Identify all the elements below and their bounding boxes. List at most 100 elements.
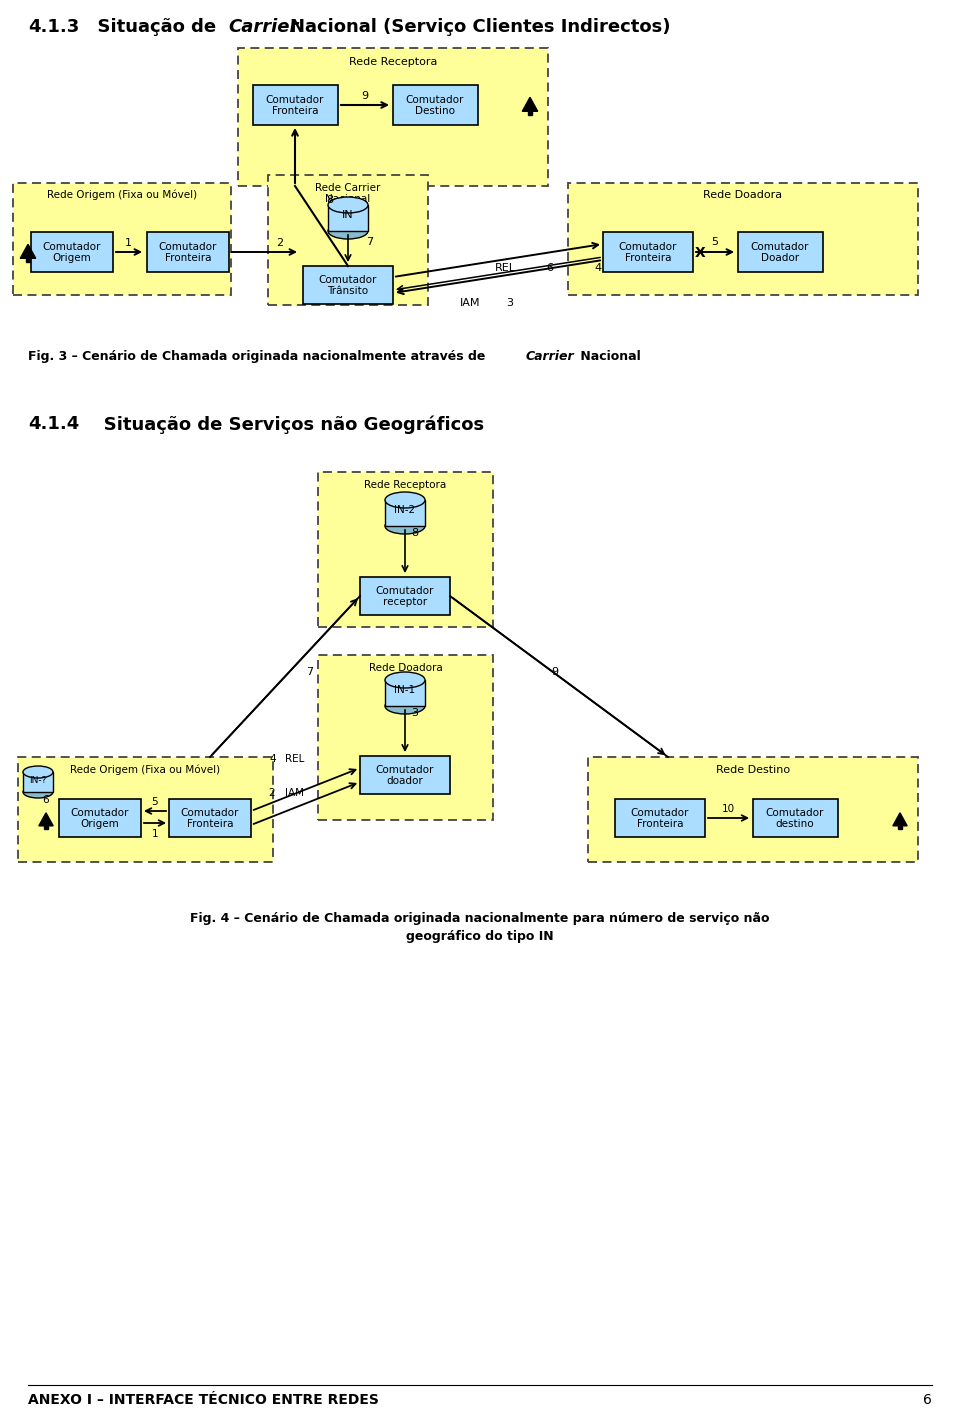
Text: Comutador: Comutador bbox=[375, 586, 434, 596]
Polygon shape bbox=[522, 98, 538, 112]
FancyBboxPatch shape bbox=[568, 183, 918, 294]
Text: 3: 3 bbox=[412, 708, 419, 717]
Text: 1: 1 bbox=[125, 238, 132, 248]
FancyBboxPatch shape bbox=[753, 799, 837, 838]
Text: Rede Doadora: Rede Doadora bbox=[704, 190, 782, 200]
FancyBboxPatch shape bbox=[252, 85, 338, 125]
Ellipse shape bbox=[385, 492, 425, 508]
Ellipse shape bbox=[23, 766, 53, 778]
FancyBboxPatch shape bbox=[318, 655, 493, 821]
Polygon shape bbox=[38, 812, 53, 826]
FancyBboxPatch shape bbox=[899, 826, 901, 829]
Text: IAM: IAM bbox=[460, 299, 480, 308]
Text: Comutador: Comutador bbox=[158, 242, 217, 252]
Text: Origem: Origem bbox=[81, 819, 119, 829]
Ellipse shape bbox=[328, 224, 368, 239]
FancyBboxPatch shape bbox=[147, 232, 229, 272]
Polygon shape bbox=[328, 205, 368, 231]
Text: geográfico do tipo IN: geográfico do tipo IN bbox=[406, 930, 554, 942]
Text: 1: 1 bbox=[152, 829, 158, 839]
Polygon shape bbox=[385, 499, 425, 526]
Text: Comutador: Comutador bbox=[180, 808, 239, 818]
Polygon shape bbox=[23, 773, 53, 792]
Text: 6: 6 bbox=[546, 263, 554, 273]
Text: IN-1: IN-1 bbox=[395, 685, 416, 695]
Text: Rede Origem (Fixa ou Móvel): Rede Origem (Fixa ou Móvel) bbox=[70, 764, 221, 775]
FancyBboxPatch shape bbox=[238, 48, 548, 185]
Text: Comutador: Comutador bbox=[266, 95, 324, 105]
FancyBboxPatch shape bbox=[268, 175, 428, 306]
Text: Comutador: Comutador bbox=[766, 808, 825, 818]
Ellipse shape bbox=[385, 672, 425, 688]
Text: REL: REL bbox=[494, 263, 516, 273]
Text: Fronteira: Fronteira bbox=[187, 819, 233, 829]
Text: Comutador: Comutador bbox=[631, 808, 689, 818]
Text: Nacional: Nacional bbox=[576, 350, 640, 364]
Ellipse shape bbox=[385, 518, 425, 533]
Text: 9: 9 bbox=[361, 91, 369, 100]
Text: Comutador: Comutador bbox=[71, 808, 130, 818]
FancyBboxPatch shape bbox=[318, 473, 493, 627]
Text: Comutador: Comutador bbox=[751, 242, 809, 252]
FancyBboxPatch shape bbox=[303, 266, 393, 304]
Text: Situação de Serviços não Geográficos: Situação de Serviços não Geográficos bbox=[85, 415, 484, 433]
Text: Nacional: Nacional bbox=[325, 194, 371, 204]
Text: Fronteira: Fronteira bbox=[272, 106, 319, 116]
Text: 9: 9 bbox=[551, 666, 559, 676]
Text: Rede Receptora: Rede Receptora bbox=[365, 480, 446, 490]
Text: REL: REL bbox=[285, 754, 304, 764]
Text: IN-2: IN-2 bbox=[395, 505, 416, 515]
Text: Fronteira: Fronteira bbox=[165, 253, 211, 263]
FancyBboxPatch shape bbox=[31, 232, 113, 272]
FancyBboxPatch shape bbox=[528, 112, 532, 115]
FancyBboxPatch shape bbox=[59, 799, 141, 838]
Text: ANEXO I – INTERFACE TÉCNICO ENTRE REDES: ANEXO I – INTERFACE TÉCNICO ENTRE REDES bbox=[28, 1392, 379, 1407]
FancyBboxPatch shape bbox=[13, 183, 231, 294]
Text: IAM: IAM bbox=[285, 788, 304, 798]
Ellipse shape bbox=[385, 698, 425, 715]
Ellipse shape bbox=[328, 197, 368, 214]
Text: 7: 7 bbox=[306, 666, 314, 676]
FancyBboxPatch shape bbox=[169, 799, 251, 838]
Text: Rede Receptora: Rede Receptora bbox=[348, 57, 437, 67]
Text: Rede Doadora: Rede Doadora bbox=[369, 664, 443, 674]
Text: Fronteira: Fronteira bbox=[625, 253, 671, 263]
Text: Fronteira: Fronteira bbox=[636, 819, 684, 829]
Text: 2: 2 bbox=[269, 788, 276, 798]
FancyBboxPatch shape bbox=[360, 756, 450, 794]
Text: 5: 5 bbox=[711, 236, 718, 248]
Text: 6: 6 bbox=[924, 1392, 932, 1407]
Text: receptor: receptor bbox=[383, 597, 427, 607]
FancyBboxPatch shape bbox=[360, 577, 450, 616]
FancyBboxPatch shape bbox=[737, 232, 823, 272]
Text: Comutador: Comutador bbox=[406, 95, 465, 105]
Ellipse shape bbox=[23, 785, 53, 798]
Text: 6: 6 bbox=[42, 795, 49, 805]
Text: Trânsito: Trânsito bbox=[327, 286, 369, 296]
Text: Comutador: Comutador bbox=[319, 275, 377, 284]
Text: Comutador: Comutador bbox=[619, 242, 677, 252]
Text: 8: 8 bbox=[412, 528, 419, 538]
Text: 4.1.3: 4.1.3 bbox=[28, 18, 80, 35]
Text: Rede Carrier: Rede Carrier bbox=[315, 183, 381, 192]
Text: destino: destino bbox=[776, 819, 814, 829]
Polygon shape bbox=[20, 245, 36, 259]
FancyBboxPatch shape bbox=[26, 259, 30, 262]
Text: Nacional (Serviço Clientes Indirectos): Nacional (Serviço Clientes Indirectos) bbox=[290, 18, 670, 35]
FancyBboxPatch shape bbox=[615, 799, 705, 838]
Text: 3: 3 bbox=[507, 299, 514, 308]
Polygon shape bbox=[385, 681, 425, 706]
Text: 8: 8 bbox=[326, 195, 333, 205]
FancyBboxPatch shape bbox=[588, 757, 918, 862]
Text: Origem: Origem bbox=[53, 253, 91, 263]
Polygon shape bbox=[893, 812, 907, 826]
Text: 4: 4 bbox=[594, 263, 602, 273]
Text: Destino: Destino bbox=[415, 106, 455, 116]
Text: 5: 5 bbox=[152, 797, 158, 807]
Text: X: X bbox=[695, 246, 706, 260]
FancyBboxPatch shape bbox=[393, 85, 477, 125]
Text: Carrier: Carrier bbox=[526, 350, 575, 364]
FancyBboxPatch shape bbox=[44, 826, 48, 829]
Text: IN-?: IN-? bbox=[30, 775, 47, 784]
Text: Comutador: Comutador bbox=[375, 766, 434, 775]
